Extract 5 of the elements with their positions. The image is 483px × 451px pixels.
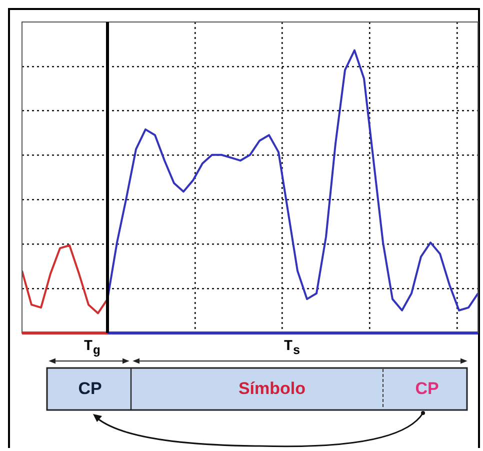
text: CP [78, 379, 102, 399]
text: Símbolo [238, 379, 306, 399]
text: T$_{s}$ [284, 338, 300, 358]
text: T$_{g}$ [84, 338, 100, 358]
text: CP [415, 379, 439, 399]
